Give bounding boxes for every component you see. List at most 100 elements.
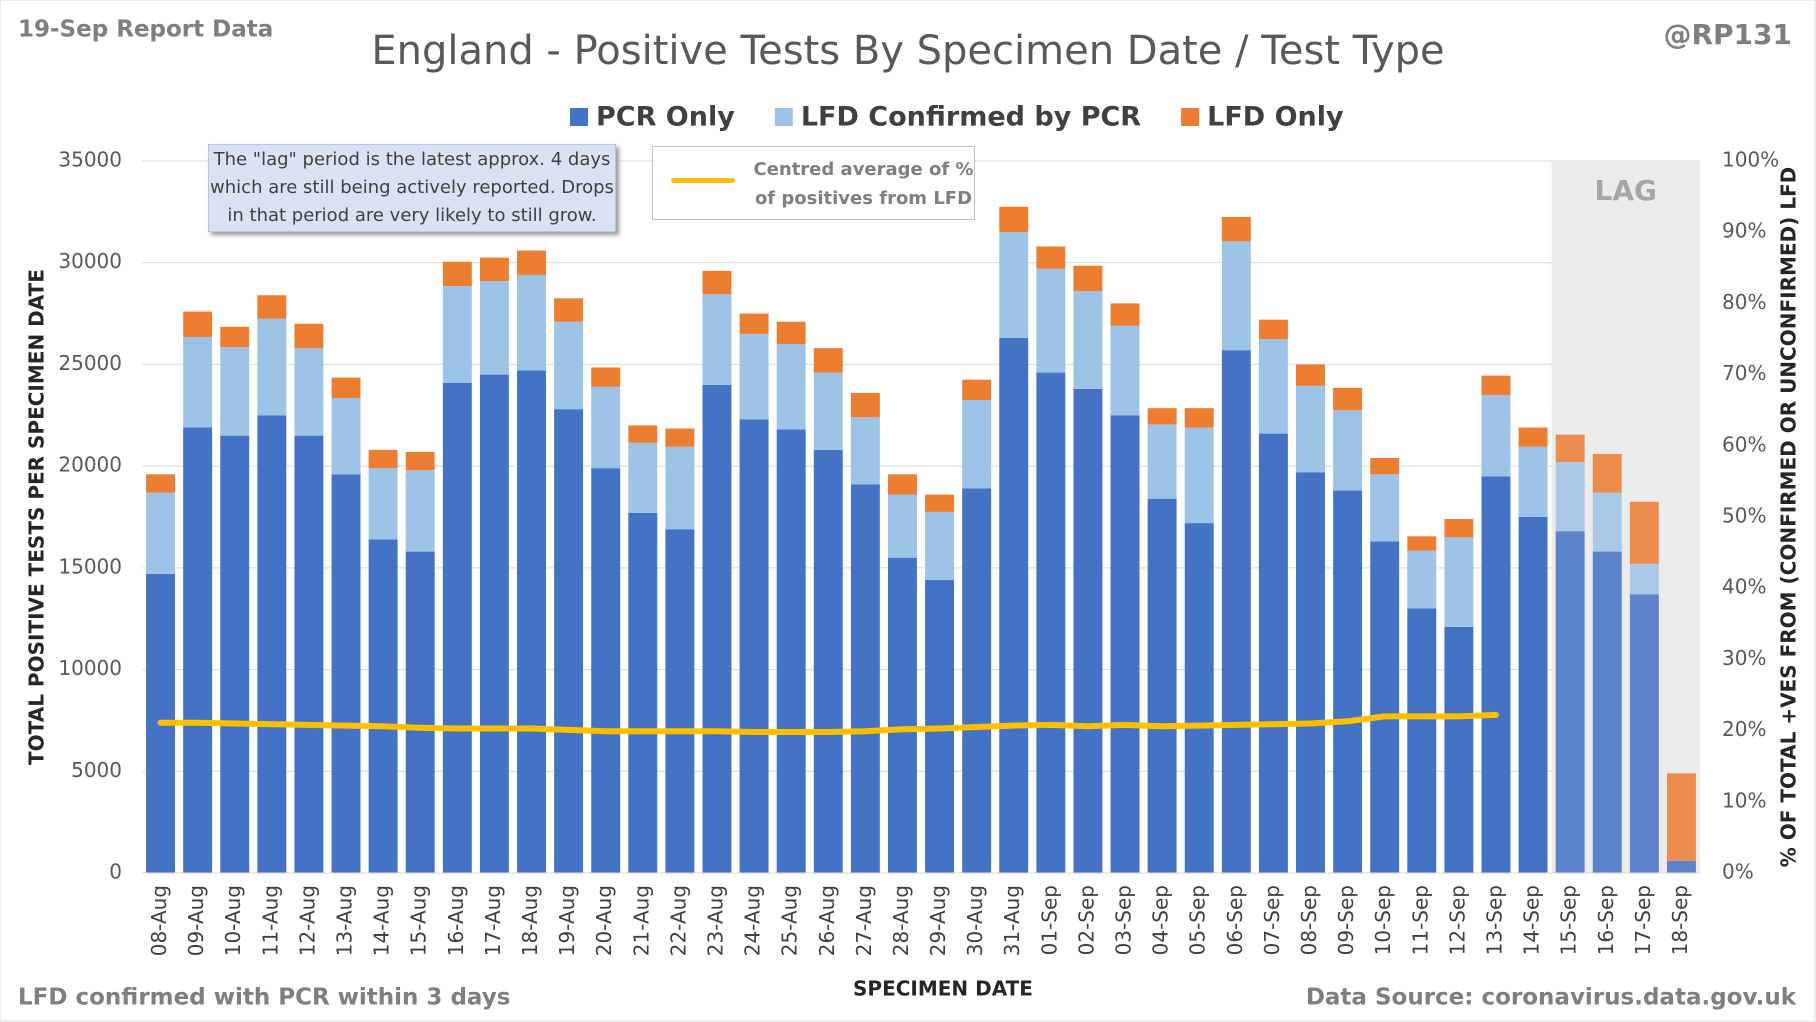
x-tick-label: 26-Aug bbox=[815, 885, 839, 956]
y2-tick-label: 70% bbox=[1722, 361, 1766, 385]
bar-segment bbox=[220, 435, 250, 873]
x-tick-label: 28-Aug bbox=[889, 885, 913, 956]
bar-segment bbox=[776, 344, 806, 430]
bar-segment bbox=[220, 347, 250, 436]
bar-segment bbox=[1184, 408, 1214, 428]
x-tick-label: 31-Aug bbox=[1000, 885, 1024, 956]
bar-segment bbox=[850, 484, 880, 873]
x-tick-label: 04-Sep bbox=[1149, 885, 1173, 955]
bar-segment bbox=[1296, 385, 1325, 473]
bar-segment bbox=[331, 397, 361, 475]
x-tick-label: 03-Sep bbox=[1112, 885, 1136, 955]
x-tick-label: 09-Aug bbox=[184, 885, 208, 956]
legend-label: LFD Only bbox=[1207, 102, 1344, 133]
x-tick-label: 13-Aug bbox=[333, 885, 357, 956]
bar-segment bbox=[776, 429, 806, 873]
y2-tick-label: 40% bbox=[1722, 575, 1766, 599]
lag-note-line: The "lag" period is the latest approx. 4… bbox=[213, 149, 611, 170]
bar-segment bbox=[1481, 375, 1511, 395]
bar-segment bbox=[220, 326, 250, 348]
y-tick-label: 10000 bbox=[58, 656, 122, 680]
legend-swatch bbox=[1181, 108, 1200, 126]
bar-segment bbox=[1258, 319, 1288, 339]
bar-segment bbox=[628, 442, 658, 513]
x-tick-label: 09-Sep bbox=[1334, 885, 1358, 955]
bar-segment bbox=[479, 281, 509, 375]
bar-segment bbox=[331, 377, 361, 398]
bar-segment bbox=[999, 206, 1029, 233]
x-tick-label: 10-Sep bbox=[1371, 885, 1395, 955]
legend-label: LFD Confirmed by PCR bbox=[801, 102, 1141, 133]
y-tick-label: 20000 bbox=[58, 453, 122, 477]
bar-segment bbox=[257, 295, 287, 319]
lag-note-line: which are still being actively reported.… bbox=[210, 177, 614, 198]
x-tick-label: 17-Aug bbox=[481, 885, 505, 956]
bar-segment bbox=[850, 417, 880, 485]
bar-segment bbox=[368, 539, 398, 873]
bar-segment bbox=[1555, 462, 1585, 532]
bar-segment bbox=[1110, 325, 1140, 416]
bar-segment bbox=[1221, 216, 1251, 242]
bar-segment bbox=[1592, 551, 1622, 873]
y-tick-label: 15000 bbox=[58, 554, 122, 578]
bar-segment bbox=[1666, 860, 1696, 873]
y2-tick-label: 90% bbox=[1722, 219, 1766, 243]
bar-segment bbox=[442, 382, 472, 873]
bar-segment bbox=[962, 379, 992, 401]
x-tick-label: 15-Aug bbox=[407, 885, 431, 956]
x-tick-label: 25-Aug bbox=[778, 885, 802, 956]
x-tick-label: 10-Aug bbox=[221, 885, 245, 956]
x-tick-label: 21-Aug bbox=[629, 885, 653, 956]
x-tick-label: 01-Sep bbox=[1037, 885, 1061, 955]
bar-segment bbox=[257, 318, 287, 416]
bar-segment bbox=[1221, 350, 1251, 873]
x-tick-label: 11-Aug bbox=[258, 885, 282, 956]
y2-tick-label: 60% bbox=[1722, 432, 1766, 456]
y-tick-label: 0 bbox=[109, 860, 122, 884]
bar-segment bbox=[1407, 550, 1437, 609]
y2-tick-label: 80% bbox=[1722, 290, 1766, 314]
bar-segment bbox=[146, 474, 176, 493]
y2-tick-label: 10% bbox=[1722, 788, 1766, 812]
bar-segment bbox=[1296, 472, 1325, 873]
bar-segment bbox=[1370, 541, 1400, 873]
bar-segment bbox=[442, 261, 472, 287]
bar-segment bbox=[1370, 474, 1400, 542]
bar-segment bbox=[183, 311, 213, 337]
bar-segment bbox=[591, 386, 621, 469]
y2-tick-label: 0% bbox=[1722, 860, 1754, 884]
x-tick-label: 08-Sep bbox=[1297, 885, 1321, 955]
bar-segment bbox=[1333, 387, 1363, 411]
report-label: 19-Sep Report Data bbox=[18, 17, 273, 43]
bar-segment bbox=[1110, 303, 1140, 326]
y-tick-label: 5000 bbox=[71, 758, 122, 782]
bar-segment bbox=[517, 250, 546, 275]
footnote-left: LFD confirmed with PCR within 3 days bbox=[18, 985, 510, 1011]
bar-segment bbox=[1073, 265, 1103, 292]
y2-tick-label: 20% bbox=[1722, 717, 1766, 741]
footnote-right: Data Source: coronavirus.data.gov.uk bbox=[1306, 985, 1797, 1011]
x-tick-label: 14-Sep bbox=[1520, 885, 1544, 955]
x-tick-label: 16-Aug bbox=[444, 885, 468, 956]
y2-tick-label: 30% bbox=[1722, 646, 1766, 670]
bar-segment bbox=[665, 529, 695, 873]
bar-segment bbox=[813, 348, 843, 373]
bar-segment bbox=[1073, 291, 1103, 389]
legend-swatch bbox=[774, 108, 793, 126]
x-tick-label: 11-Sep bbox=[1408, 885, 1432, 955]
x-tick-label: 24-Aug bbox=[741, 885, 765, 956]
bar-segment bbox=[1221, 241, 1251, 351]
bar-segment bbox=[887, 474, 917, 495]
x-tick-label: 02-Sep bbox=[1074, 885, 1098, 955]
bar-segment bbox=[405, 470, 435, 552]
bar-segment bbox=[1073, 388, 1103, 873]
bar-segment bbox=[554, 409, 584, 873]
bar-segment bbox=[368, 468, 398, 540]
bar-segment bbox=[1407, 608, 1437, 873]
bar-segment bbox=[554, 321, 584, 410]
x-tick-label: 27-Aug bbox=[852, 885, 876, 956]
x-axis-title: SPECIMEN DATE bbox=[853, 977, 1033, 1001]
bar-segment bbox=[1147, 498, 1177, 873]
x-tick-label: 17-Sep bbox=[1631, 885, 1655, 955]
bar-segment bbox=[479, 374, 509, 873]
